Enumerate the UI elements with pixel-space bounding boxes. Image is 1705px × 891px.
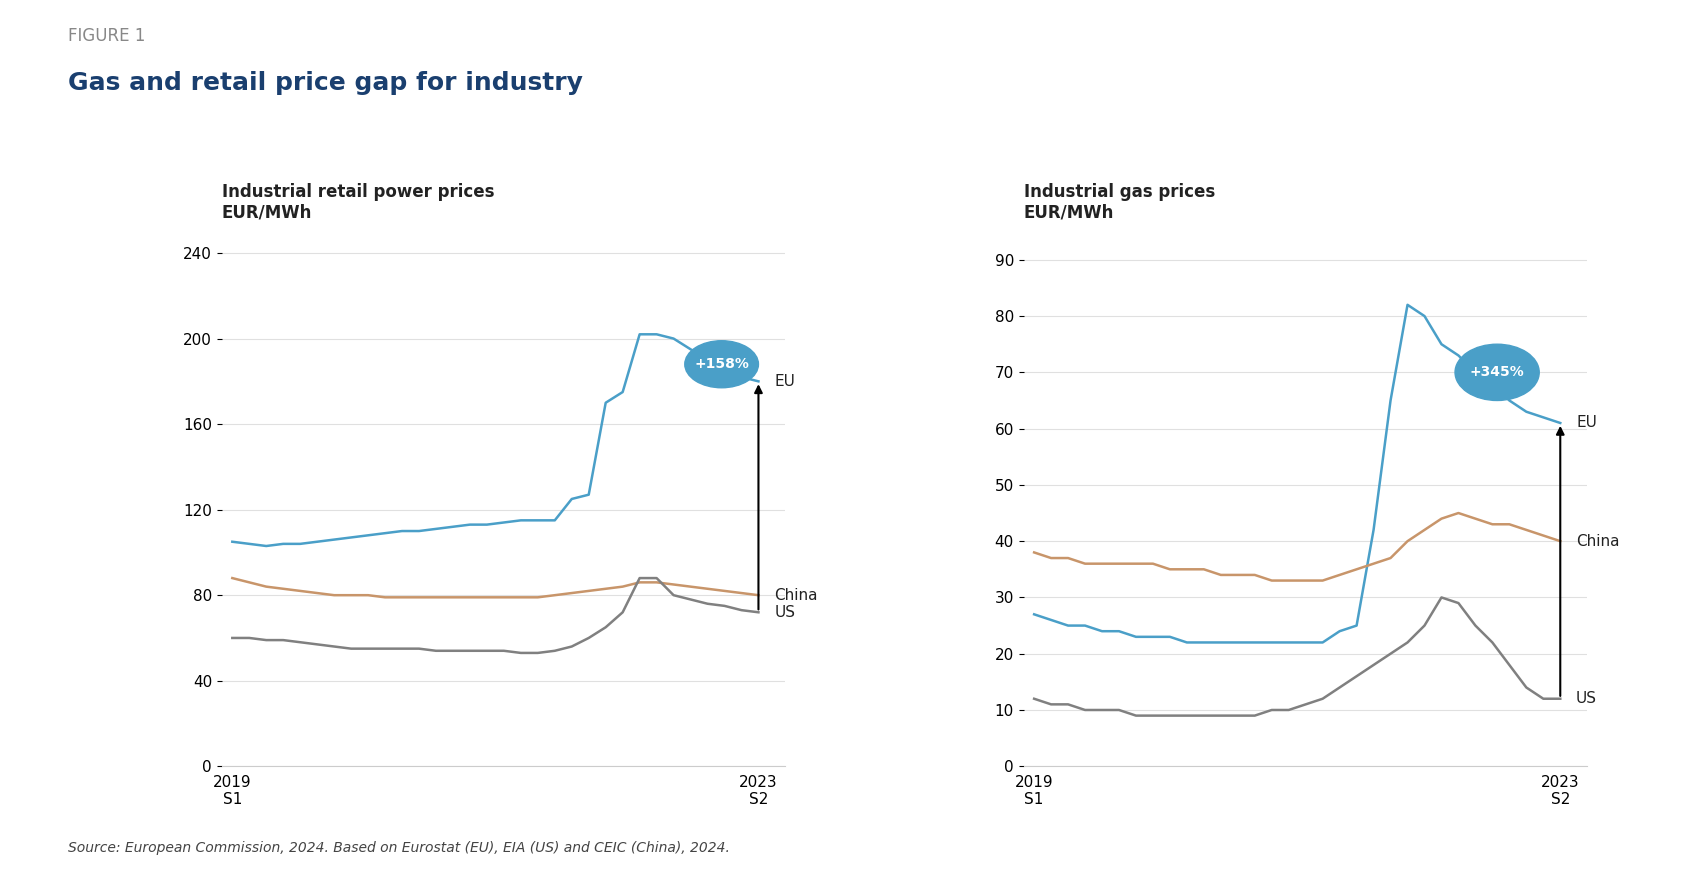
Text: FIGURE 1: FIGURE 1 bbox=[68, 27, 145, 45]
Text: Industrial gas prices
EUR/MWh: Industrial gas prices EUR/MWh bbox=[1023, 183, 1214, 222]
Ellipse shape bbox=[1454, 344, 1538, 400]
Text: +345%: +345% bbox=[1470, 365, 1524, 380]
Text: US: US bbox=[1575, 691, 1596, 707]
Text: +158%: +158% bbox=[694, 357, 748, 372]
Text: China: China bbox=[1575, 534, 1618, 549]
Ellipse shape bbox=[684, 340, 759, 388]
Text: EU: EU bbox=[1575, 415, 1596, 430]
Text: Gas and retail price gap for industry: Gas and retail price gap for industry bbox=[68, 71, 583, 95]
Text: Industrial retail power prices
EUR/MWh: Industrial retail power prices EUR/MWh bbox=[222, 183, 494, 222]
Text: US: US bbox=[774, 605, 795, 620]
Text: China: China bbox=[774, 588, 817, 602]
Text: EU: EU bbox=[774, 374, 795, 388]
Text: Source: European Commission, 2024. Based on Eurostat (EU), EIA (US) and CEIC (Ch: Source: European Commission, 2024. Based… bbox=[68, 841, 730, 855]
